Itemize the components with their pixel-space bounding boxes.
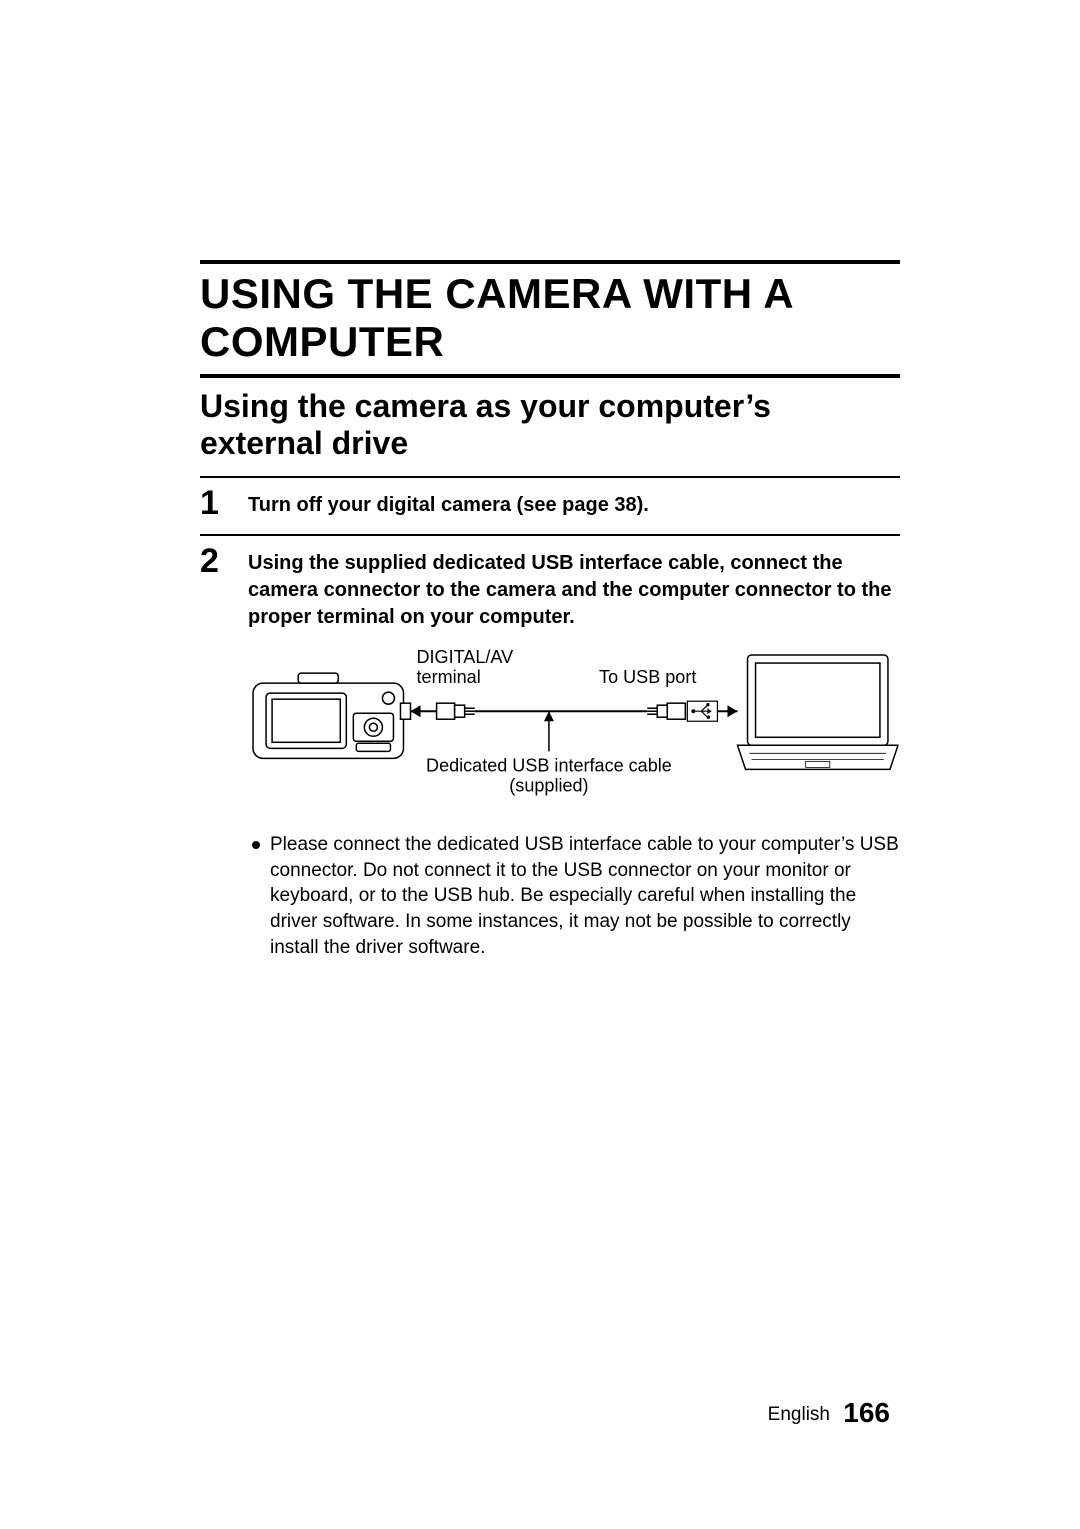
manual-page: USING THE CAMERA WITH A COMPUTER Using t… [0, 0, 1080, 1529]
laptop-icon [737, 655, 897, 769]
step-note: Please connect the dedicated USB interfa… [248, 832, 900, 960]
footer-page-number: 166 [843, 1397, 890, 1428]
step-body: Turn off your digital camera (see page 3… [248, 486, 900, 519]
step-text: Using the supplied dedicated USB interfa… [248, 550, 900, 631]
main-title: USING THE CAMERA WITH A COMPUTER [200, 270, 900, 366]
step-number: 1 [200, 486, 248, 520]
cable-connector-right-icon [647, 701, 737, 721]
cable-connector-left-icon [411, 703, 475, 719]
subtitle: Using the camera as your computer’s exte… [200, 388, 900, 462]
step-body: Using the supplied dedicated USB interfa… [248, 544, 900, 961]
step-2: 2 Using the supplied dedicated USB inter… [200, 534, 900, 961]
step-number: 2 [200, 544, 248, 578]
camera-icon [253, 673, 410, 758]
page-footer: English 166 [768, 1397, 890, 1429]
diagram-label-digital-av: DIGITAL/AV [417, 647, 514, 667]
title-bar: USING THE CAMERA WITH A COMPUTER [200, 260, 900, 378]
diagram-pointer-arrow [544, 711, 554, 721]
footer-language: English [768, 1404, 830, 1425]
diagram-label-terminal: terminal [417, 667, 481, 687]
diagram-label-usb-port: To USB port [599, 667, 696, 687]
connection-diagram: DIGITAL/AV terminal To USB port Dedicate… [248, 643, 900, 814]
step-text: Turn off your digital camera (see page 3… [248, 492, 900, 519]
diagram-label-cable-1: Dedicated USB interface cable [426, 755, 672, 775]
diagram-label-cable-2: (supplied) [509, 775, 588, 795]
step-1: 1 Turn off your digital camera (see page… [200, 476, 900, 520]
